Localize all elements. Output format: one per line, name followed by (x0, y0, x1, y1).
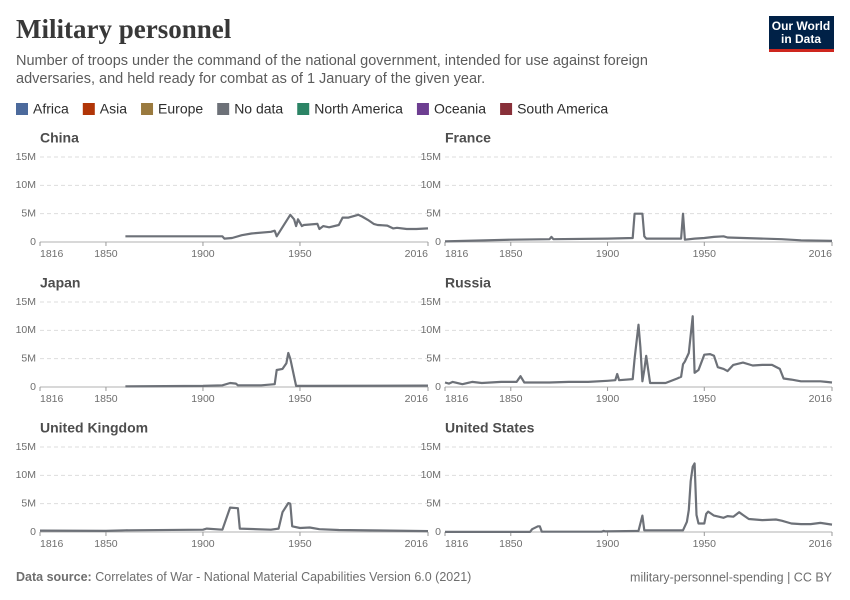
data-line (125, 351, 429, 388)
footer-slug[interactable]: military-personnel-spending | CC BY (630, 570, 833, 584)
x-tick-label: 2016 (809, 393, 833, 405)
y-tick-label: 15M (421, 296, 441, 308)
legend-label[interactable]: Oceania (434, 101, 486, 117)
y-tick-label: 10M (421, 469, 441, 481)
legend-swatch[interactable] (416, 103, 429, 115)
x-tick-label: 1850 (499, 393, 523, 405)
x-tick-label: 1900 (596, 248, 620, 260)
legend-label[interactable]: Asia (100, 101, 127, 117)
legend-label[interactable]: Europe (158, 101, 203, 117)
y-tick-label: 0 (30, 526, 36, 538)
y-tick-label: 15M (16, 441, 36, 453)
panel-title: Russia (445, 275, 491, 291)
x-tick-label: 1900 (596, 538, 620, 550)
x-tick-label: 1850 (94, 538, 118, 550)
y-tick-label: 0 (435, 526, 441, 538)
source-label: Data source: (16, 570, 92, 584)
data-line (39, 502, 429, 533)
panel-title: China (40, 130, 79, 146)
x-tick-label: 1816 (445, 393, 469, 405)
x-tick-label: 1850 (94, 248, 118, 260)
y-tick-label: 10M (421, 179, 441, 191)
legend-label[interactable]: No data (234, 101, 283, 117)
data-line (125, 213, 429, 240)
x-tick-label: 1816 (445, 538, 469, 550)
data-line (444, 315, 833, 386)
panel-title: Japan (40, 275, 80, 291)
y-tick-label: 0 (30, 236, 36, 248)
logo-text[interactable]: in Data (781, 32, 821, 46)
y-tick-label: 0 (435, 236, 441, 248)
legend-swatch[interactable] (82, 103, 95, 115)
x-tick-label: 2016 (405, 393, 429, 405)
subtitle-line: Number of troops under the command of th… (16, 53, 648, 69)
x-tick-label: 1950 (288, 248, 312, 260)
y-tick-label: 15M (16, 296, 36, 308)
x-tick-label: 2016 (405, 538, 429, 550)
x-tick-label: 1850 (499, 538, 523, 550)
legend-swatch[interactable] (217, 103, 230, 115)
x-tick-label: 1950 (693, 538, 717, 550)
x-tick-label: 1816 (40, 248, 64, 260)
y-tick-label: 15M (421, 151, 441, 163)
legend-swatch[interactable] (16, 103, 28, 115)
y-tick-label: 5M (21, 352, 36, 364)
y-tick-label: 0 (30, 381, 36, 393)
x-tick-label: 1900 (596, 393, 620, 405)
legend-swatch[interactable] (141, 103, 154, 115)
y-tick-label: 10M (421, 324, 441, 336)
logo-underline (769, 49, 834, 52)
y-tick-label: 5M (21, 497, 36, 509)
y-tick-label: 10M (16, 179, 36, 191)
subtitle-line: adversaries, and held ready for combat a… (16, 71, 485, 87)
panel-title: United Kingdom (40, 420, 148, 436)
y-tick-label: 10M (16, 469, 36, 481)
x-tick-label: 1816 (445, 248, 469, 260)
y-tick-label: 5M (21, 207, 36, 219)
panel-title: France (445, 130, 491, 146)
data-line (444, 212, 833, 243)
legend-label[interactable]: Africa (33, 101, 69, 117)
x-tick-label: 1900 (191, 538, 215, 550)
footer-source: Data source: Correlates of War - Nationa… (16, 570, 471, 584)
x-tick-label: 1850 (499, 248, 523, 260)
y-tick-label: 0 (435, 381, 441, 393)
x-tick-label: 1816 (40, 393, 64, 405)
y-tick-label: 15M (421, 441, 441, 453)
x-tick-label: 2016 (809, 538, 833, 550)
y-tick-label: 5M (426, 207, 441, 219)
x-tick-label: 1950 (693, 393, 717, 405)
x-tick-label: 1950 (288, 538, 312, 550)
source-text[interactable]: Correlates of War - National Material Ca… (95, 570, 471, 584)
x-tick-label: 1950 (288, 393, 312, 405)
x-tick-label: 1850 (94, 393, 118, 405)
x-tick-label: 1900 (191, 248, 215, 260)
x-tick-label: 1816 (40, 538, 64, 550)
x-tick-label: 1950 (693, 248, 717, 260)
legend-label[interactable]: North America (314, 101, 403, 117)
legend-label[interactable]: South America (517, 101, 608, 117)
data-line (445, 462, 833, 533)
legend-swatch[interactable] (297, 103, 310, 115)
x-tick-label: 2016 (809, 248, 833, 260)
x-tick-label: 2016 (405, 248, 429, 260)
logo-box[interactable] (769, 16, 834, 52)
panel-title: United States (445, 420, 535, 436)
page-title: Military personnel (16, 14, 232, 44)
logo-text[interactable]: Our World (772, 19, 830, 33)
legend-swatch[interactable] (500, 103, 513, 115)
y-tick-label: 5M (426, 497, 441, 509)
y-tick-label: 10M (16, 324, 36, 336)
y-tick-label: 5M (426, 352, 441, 364)
x-tick-label: 1900 (191, 393, 215, 405)
y-tick-label: 15M (16, 151, 36, 163)
